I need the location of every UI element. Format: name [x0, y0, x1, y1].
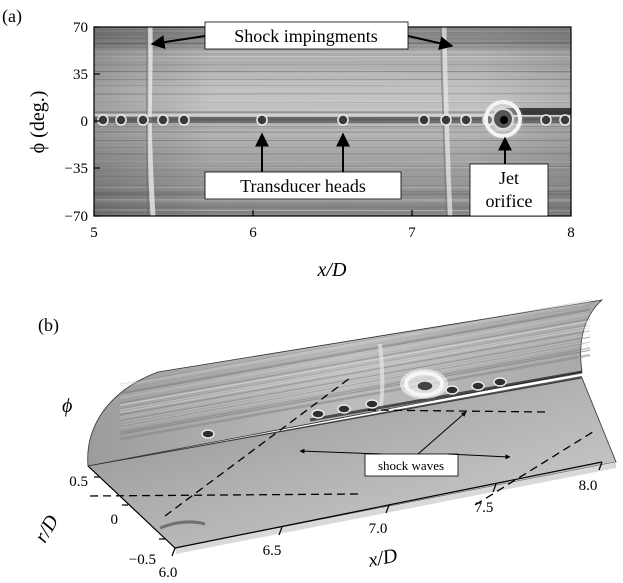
annotation-shock: Shock impingments — [150, 21, 454, 51]
annotation-transducer: Transducer heads — [204, 132, 402, 200]
panel-b-label: (b) — [38, 315, 59, 336]
y-tick-label: 35 — [73, 67, 88, 83]
panel-a-x-ticks: 5 6 7 8 — [90, 225, 575, 241]
panel-a-y-axis-label: ϕ (deg.) — [27, 91, 49, 154]
y-tick-label: −70 — [65, 209, 88, 225]
panel-b-r-ticks: 0.5 0 −0.5 — [69, 474, 156, 568]
annotation-jet-text-2: orifice — [486, 191, 533, 211]
x-tick-label: 7 — [408, 225, 416, 241]
y-tick-label: −35 — [65, 161, 88, 177]
x-tick-label: 7.0 — [369, 521, 388, 537]
x-tick-label: 5 — [90, 225, 98, 241]
panel-b-plate: shock waves — [87, 377, 617, 554]
x-tick-label: 8 — [567, 225, 575, 241]
panel-b: (b) — [30, 299, 617, 581]
panel-a-y-ticks: 70 35 0 −35 −70 — [65, 20, 88, 225]
panel-b-cylinder-surface — [87, 299, 604, 468]
panel-a-label: (a) — [2, 6, 22, 27]
panel-b-axes — [87, 461, 603, 557]
panel-a-ticks — [93, 26, 572, 217]
y-tick-label: 70 — [73, 20, 88, 36]
shock-wave-lines — [89, 377, 597, 517]
r-tick-label: −0.5 — [129, 552, 156, 568]
y-tick-label: 0 — [81, 114, 89, 130]
annotation-jet-text-1: Jet — [499, 168, 519, 188]
r-tick-label: 0 — [111, 512, 119, 528]
annotation-transducer-text: Transducer heads — [240, 176, 366, 196]
panel-b-r-axis-label: r/D — [30, 511, 63, 547]
r-tick-label: 0.5 — [69, 474, 88, 490]
panel-a-x-axis-label: x/D — [317, 259, 347, 281]
transducer-heads — [97, 114, 571, 126]
panel-b-x-ticks: 6.0 6.5 7.0 7.5 8.0 — [159, 478, 598, 581]
x-tick-label: 8.0 — [579, 478, 598, 494]
jet-orifice-b — [400, 369, 448, 399]
annotation-shock-waves-text: shock waves — [378, 458, 444, 473]
jet-orifice — [481, 97, 525, 141]
annotation-shock-text: Shock impingments — [234, 26, 378, 46]
transducer-heads-b — [201, 377, 507, 439]
shock-band-left — [146, 27, 156, 216]
x-tick-label: 6.0 — [159, 565, 178, 581]
x-tick-label: 6 — [249, 225, 257, 241]
panel-a: (a) — [2, 6, 575, 281]
x-tick-label: 6.5 — [263, 543, 282, 559]
panel-b-phi-label: ϕ — [62, 395, 72, 417]
annotation-shock-waves: shock waves — [299, 411, 511, 477]
panel-b-x-axis-label: x/D — [366, 544, 400, 571]
flow-streaks-b — [119, 299, 591, 441]
x-tick-label: 7.5 — [475, 500, 494, 516]
annotation-jet: Jet orifice — [469, 136, 549, 217]
